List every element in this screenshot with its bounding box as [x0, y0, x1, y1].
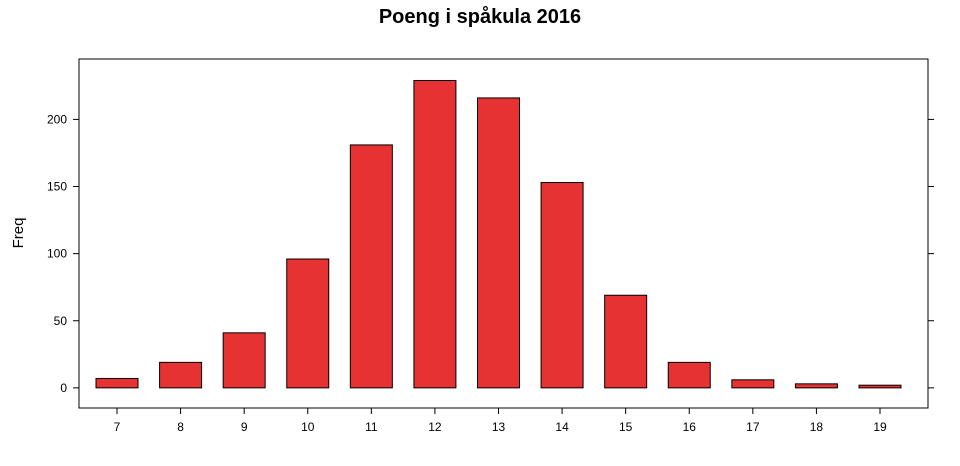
x-tick-label-8: 8	[177, 420, 184, 434]
bar-16	[667, 361, 711, 389]
x-tick-label-11: 11	[365, 420, 378, 434]
y-tick-label: 150	[47, 180, 67, 194]
bars	[95, 79, 902, 389]
y-axis-title: Freq	[10, 218, 27, 249]
bar-9	[222, 332, 266, 389]
x-tick-label-15: 15	[619, 420, 633, 434]
y-axis-right	[928, 118, 934, 389]
x-tick-label-10: 10	[301, 420, 315, 434]
x-tick-label-13: 13	[492, 420, 506, 434]
x-axis: 7 8 9 10 11 12 13 14 15 16 17 18 19	[114, 408, 887, 434]
x-tick-label-19: 19	[873, 420, 887, 434]
bar-10	[286, 258, 330, 389]
x-tick-label-16: 16	[683, 420, 697, 434]
bar-15	[604, 294, 648, 389]
x-tick-label-9: 9	[241, 420, 248, 434]
bar-17	[731, 379, 775, 389]
bar-12	[413, 79, 457, 389]
y-tick-label: 0	[60, 381, 67, 395]
x-tick-label-14: 14	[555, 420, 569, 434]
bar-13	[477, 97, 520, 389]
x-tick-label-7: 7	[114, 420, 121, 434]
plot-frame	[78, 58, 929, 409]
bar-18	[794, 383, 838, 389]
bar-7	[95, 377, 139, 389]
bar-11	[349, 144, 393, 389]
y-tick-label: 100	[47, 247, 67, 261]
x-tick-label-17: 17	[746, 420, 760, 434]
bar-19	[858, 384, 902, 389]
chart-title: Poeng i spåkula 2016	[378, 6, 582, 28]
x-tick-label-18: 18	[810, 420, 824, 434]
y-tick-label: 50	[54, 314, 68, 328]
x-tick-label-12: 12	[428, 420, 442, 434]
bar-14	[540, 181, 584, 389]
bar-8	[159, 361, 203, 389]
y-axis-left: 0 50 100 150 200	[47, 112, 79, 395]
y-tick-label: 200	[47, 112, 67, 126]
